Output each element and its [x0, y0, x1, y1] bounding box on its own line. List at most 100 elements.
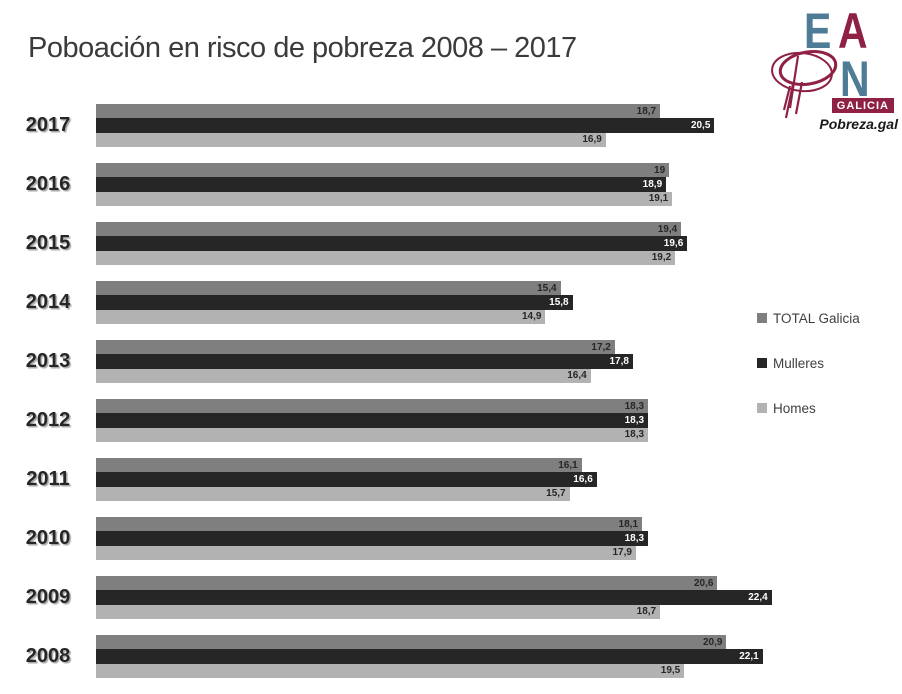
- bar-value-label: 14,9: [522, 311, 542, 323]
- bar-homes: 19,1: [96, 191, 673, 206]
- legend-swatch-total-galicia: [757, 313, 767, 323]
- bar-value-label: 22,1: [739, 650, 759, 662]
- bar-value-label: 18,1: [618, 518, 639, 530]
- bar-value-label: 16,9: [582, 134, 602, 146]
- bar-value-label: 18,7: [636, 105, 657, 117]
- bar-group: 16,1 16,6 15,7: [96, 458, 820, 501]
- bar-value-label: 19,2: [651, 252, 672, 264]
- bar-value-label: 19,6: [663, 237, 684, 249]
- bar-value-label: 19: [654, 164, 666, 176]
- bar-total-galicia: 18,3: [96, 399, 649, 414]
- bar-mulleres: 22,4: [96, 590, 772, 605]
- chart-row-2010: 2010 18,1 18,3 17,9: [0, 517, 830, 560]
- bar-mulleres: 18,9: [96, 177, 667, 192]
- year-label: 2017: [25, 114, 71, 136]
- chart-row-2017: 2017 18,7 20,5 16,9: [0, 104, 830, 147]
- chart-row-2012: 2012 18,3 18,3 18,3: [0, 399, 830, 442]
- bar-group: 20,6 22,4 18,7: [96, 576, 820, 619]
- year-label: 2012: [25, 409, 71, 431]
- bar-group: 18,7 20,5 16,9: [96, 104, 820, 147]
- bar-mulleres: 22,1: [96, 649, 763, 664]
- logo-site-text: Pobreza.gal: [819, 116, 898, 132]
- bar-homes: 19,5: [96, 663, 685, 678]
- bar-value-label: 18,3: [624, 400, 645, 412]
- bar-group: 19 18,9 19,1: [96, 163, 820, 206]
- bar-value-label: 15,8: [549, 296, 569, 308]
- chart-row-2014: 2014 15,4 15,8 14,9: [0, 281, 830, 324]
- bar-value-label: 18,3: [624, 414, 645, 426]
- bar-total-galicia: 16,1: [96, 458, 582, 473]
- bar-mulleres: 18,3: [96, 413, 649, 428]
- bar-value-label: 20,9: [703, 636, 723, 648]
- bar-homes: 18,3: [96, 427, 649, 442]
- bar-value-label: 22,4: [748, 591, 768, 603]
- year-label: 2015: [25, 232, 71, 254]
- chart-row-2009: 2009 20,6 22,4 18,7: [0, 576, 830, 619]
- bar-group: 20,9 22,1 19,5: [96, 635, 820, 678]
- bar-value-label: 20,6: [693, 577, 714, 589]
- bar-total-galicia: 19,4: [96, 222, 682, 237]
- bar-total-galicia: 20,6: [96, 576, 718, 591]
- bar-total-galicia: 18,7: [96, 104, 661, 119]
- year-label: 2013: [25, 350, 71, 372]
- logo-galicia-banner: GALICIA: [831, 98, 894, 114]
- bar-value-label: 15,4: [537, 282, 557, 294]
- bar-homes: 18,7: [96, 604, 661, 619]
- bar-value-label: 16,6: [573, 473, 593, 485]
- bar-homes: 17,9: [96, 545, 636, 560]
- bar-value-label: 18,7: [636, 606, 657, 618]
- bar-value-label: 16,1: [558, 459, 578, 471]
- bar-mulleres: 19,6: [96, 236, 688, 251]
- bar-group: 19,4 19,6 19,2: [96, 222, 820, 265]
- legend-label-total-galicia: TOTAL Galicia: [773, 310, 860, 326]
- bar-homes: 16,9: [96, 132, 606, 147]
- bar-value-label: 20,5: [690, 119, 711, 131]
- bar-total-galicia: 18,1: [96, 517, 643, 532]
- bar-group: 18,3 18,3 18,3: [96, 399, 820, 442]
- logo-letter-e: E: [804, 3, 832, 59]
- page-title: Poboación en risco de pobreza 2008 – 201…: [28, 32, 577, 64]
- bar-group: 15,4 15,8 14,9: [96, 281, 820, 324]
- bar-mulleres: 17,8: [96, 354, 633, 369]
- legend-item-homes: Homes: [757, 400, 860, 416]
- year-label: 2010: [25, 527, 71, 549]
- bar-value-label: 15,7: [546, 488, 566, 500]
- bar-value-label: 19,4: [657, 223, 678, 235]
- bar-value-label: 17,2: [591, 341, 611, 353]
- logo-letter-p-glyph: [771, 50, 838, 119]
- bar-value-label: 16,4: [567, 370, 587, 382]
- bar-value-label: 17,8: [609, 355, 629, 367]
- bar-value-label: 18,3: [624, 532, 645, 544]
- bar-homes: 14,9: [96, 309, 546, 324]
- bar-mulleres: 16,6: [96, 472, 597, 487]
- logo-letter-n: N: [840, 51, 870, 107]
- bar-total-galicia: 15,4: [96, 281, 561, 296]
- bar-group: 18,1 18,3 17,9: [96, 517, 820, 560]
- legend-swatch-homes: [757, 403, 767, 413]
- chart-row-2011: 2011 16,1 16,6 15,7: [0, 458, 830, 501]
- logo-letter-a: A: [838, 3, 868, 59]
- legend-label-homes: Homes: [773, 400, 816, 416]
- bar-total-galicia: 20,9: [96, 635, 727, 650]
- chart-row-2016: 2016 19 18,9 19,1: [0, 163, 830, 206]
- year-label: 2009: [25, 586, 71, 608]
- bar-total-galicia: 17,2: [96, 340, 615, 355]
- chart-legend: TOTAL Galicia Mulleres Homes: [757, 311, 860, 446]
- chart-row-2008: 2008 20,9 22,1 19,5: [0, 635, 830, 678]
- legend-label-mulleres: Mulleres: [773, 355, 825, 371]
- bar-mulleres: 15,8: [96, 295, 573, 310]
- bar-mulleres: 18,3: [96, 531, 649, 546]
- legend-item-mulleres: Mulleres: [757, 355, 860, 371]
- bar-homes: 16,4: [96, 368, 591, 383]
- bar-value-label: 19,1: [648, 193, 669, 205]
- bar-group: 17,2 17,8 16,4: [96, 340, 820, 383]
- bar-homes: 19,2: [96, 250, 676, 265]
- bar-value-label: 18,9: [642, 178, 663, 190]
- bar-value-label: 19,5: [660, 665, 681, 677]
- chart-row-2013: 2013 17,2 17,8 16,4: [0, 340, 830, 383]
- bar-total-galicia: 19: [96, 163, 670, 178]
- year-label: 2014: [25, 291, 71, 313]
- legend-swatch-mulleres: [757, 358, 767, 368]
- bar-mulleres: 20,5: [96, 118, 715, 133]
- year-label: 2008: [25, 645, 71, 667]
